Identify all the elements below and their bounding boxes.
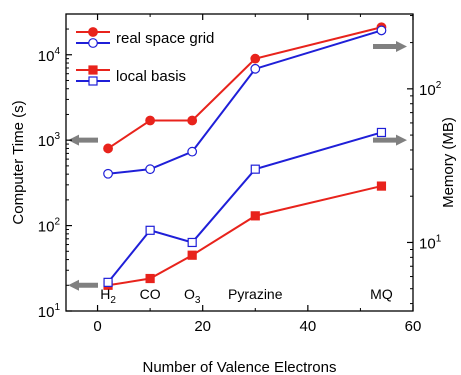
- legend-marker: [88, 76, 98, 86]
- x-tick-label: 0: [93, 318, 101, 335]
- axis-arrow-head: [396, 134, 407, 146]
- annotation-base: MQ: [370, 286, 393, 302]
- y-left-tick-label: 103: [38, 131, 61, 150]
- data-point: [187, 146, 198, 157]
- data-point: [250, 53, 261, 64]
- annotation-base: Pyrazine: [228, 286, 283, 302]
- axis-arrow: [373, 134, 407, 146]
- data-point: [187, 237, 197, 248]
- data-point: [250, 211, 260, 221]
- data-point: [103, 143, 113, 154]
- series-line: [107, 185, 382, 287]
- y-right-tick-base: 10: [419, 235, 436, 252]
- y-left-tick-label: 104: [38, 46, 61, 65]
- annotation-subscript: 3: [195, 295, 201, 306]
- legend-marker: [88, 27, 98, 37]
- y-left-axis-label: Computer Time (s): [10, 100, 27, 224]
- axis-arrow: [68, 134, 98, 146]
- y-left-tick-base: 10: [38, 219, 55, 236]
- data-point: [250, 63, 261, 74]
- x-tick-label: 60: [405, 318, 422, 335]
- legend-marker: [88, 65, 98, 75]
- annotation-label: O3: [184, 286, 201, 306]
- x-tick-label: 20: [194, 318, 211, 335]
- y-right-axis-label: Memory (MB): [440, 117, 457, 208]
- annotation-label: Pyrazine: [228, 286, 283, 302]
- y-left-tick-label: 101: [38, 302, 61, 321]
- axis-arrow: [373, 40, 407, 52]
- data-point: [103, 277, 113, 287]
- plot-area: H2 CO O3 Pyrazine MQ real space grid local bas…: [68, 22, 407, 306]
- annotation-subscript: 2: [110, 295, 116, 306]
- data-point: [250, 164, 260, 174]
- y-left-tick-base: 10: [38, 48, 55, 65]
- annotation-label: CO: [140, 286, 161, 302]
- data-point: [187, 250, 197, 260]
- legend-entry: local basis: [76, 65, 186, 86]
- annotation-label: H2: [100, 286, 116, 306]
- y-right-tick-exponent: 1: [436, 233, 442, 244]
- data-point: [376, 127, 387, 138]
- y-left-tick-label: 102: [38, 217, 61, 236]
- y-left-tick-base: 10: [38, 304, 55, 321]
- y-right-tick-label: 101: [419, 233, 442, 252]
- data-point: [376, 25, 387, 36]
- x-axis-label: Number of Valence Electrons: [143, 359, 337, 375]
- y-left-tick-exponent: 3: [54, 131, 60, 142]
- series-line: [107, 29, 382, 175]
- data-point: [145, 225, 155, 235]
- data-point: [145, 115, 156, 126]
- axis-arrow: [68, 279, 98, 291]
- y-left-tick-exponent: 2: [54, 217, 60, 228]
- data-point: [376, 181, 387, 191]
- x-tick-label: 40: [300, 318, 317, 335]
- data-point: [145, 164, 156, 175]
- legend-label: local basis: [116, 68, 186, 85]
- annotation-base: CO: [140, 286, 161, 302]
- legend-entry: real space grid: [76, 27, 214, 48]
- annotation-base: O: [184, 286, 195, 302]
- axes-frame: [65, 13, 414, 312]
- axis-arrow-head: [68, 134, 79, 146]
- y-left-tick-exponent: 1: [54, 302, 60, 313]
- axis-arrow-head: [68, 279, 79, 291]
- annotation-base: H: [100, 286, 110, 302]
- data-point: [187, 115, 198, 126]
- legend-marker: [88, 38, 98, 48]
- data-point: [103, 168, 113, 179]
- legend: real space grid local basis: [76, 27, 214, 86]
- y-left-tick-exponent: 4: [54, 46, 60, 57]
- data-point: [145, 273, 155, 284]
- y-right-tick-exponent: 2: [436, 80, 442, 91]
- legend-label: real space grid: [116, 30, 214, 47]
- y-right-tick-label: 102: [419, 80, 442, 99]
- series-line: [107, 131, 382, 283]
- annotation-label: MQ: [370, 286, 393, 302]
- y-left-tick-base: 10: [38, 133, 55, 150]
- y-right-tick-base: 10: [419, 82, 436, 99]
- axis-arrow-head: [396, 40, 407, 52]
